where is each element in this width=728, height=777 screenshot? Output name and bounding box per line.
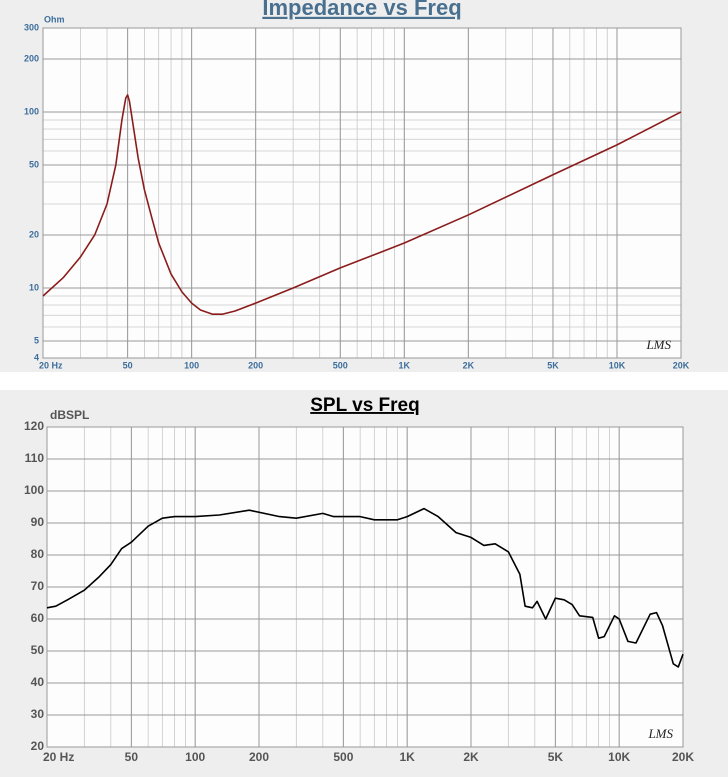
x-tick-label: 2K bbox=[463, 360, 475, 370]
response-line bbox=[42, 94, 682, 315]
x-tick-label: 20 Hz bbox=[43, 750, 74, 764]
y-tick-label: 20 bbox=[29, 229, 39, 239]
x-tick-label: 10K bbox=[608, 750, 630, 764]
x-tick-label: 20K bbox=[672, 750, 694, 764]
x-tick-label: 1K bbox=[399, 360, 411, 370]
y-tick-label: 40 bbox=[31, 675, 45, 689]
x-tick-label: 2K bbox=[463, 750, 479, 764]
x-tick-label: 1K bbox=[400, 750, 416, 764]
x-tick-label: 200 bbox=[249, 750, 269, 764]
y-tick-label: 20 bbox=[31, 739, 45, 753]
y-tick-label: 120 bbox=[24, 419, 44, 433]
response-line bbox=[46, 507, 684, 668]
y-tick-label: 10 bbox=[29, 282, 39, 292]
y-tick-label: 60 bbox=[31, 611, 45, 625]
watermark: LMS bbox=[647, 726, 673, 741]
plot-area bbox=[42, 27, 682, 359]
y-tick-label: 110 bbox=[25, 451, 45, 465]
y-tick-label: 100 bbox=[24, 106, 39, 116]
x-tick-label: 100 bbox=[184, 360, 199, 370]
x-tick-label: 20K bbox=[673, 360, 690, 370]
y-axis-unit: Ohm bbox=[44, 14, 65, 24]
y-tick-label: 100 bbox=[24, 483, 44, 497]
y-tick-label: 50 bbox=[31, 643, 45, 657]
x-tick-label: 5K bbox=[547, 360, 559, 370]
x-tick-label: 50 bbox=[123, 360, 133, 370]
chart-title: SPL vs Freq bbox=[310, 395, 419, 416]
x-tick-label: 50 bbox=[125, 750, 139, 764]
x-tick-label: 100 bbox=[185, 750, 205, 764]
y-tick-label: 80 bbox=[31, 547, 45, 561]
x-tick-label: 200 bbox=[248, 360, 263, 370]
y-axis-unit: dBSPL bbox=[50, 408, 89, 422]
chart-title: Impedance vs Freq bbox=[262, 0, 461, 20]
watermark: LMS bbox=[645, 337, 671, 352]
y-tick-label: 70 bbox=[31, 579, 45, 593]
y-tick-label: 90 bbox=[31, 515, 45, 529]
y-tick-label: 4 bbox=[34, 352, 39, 362]
y-tick-label: 200 bbox=[24, 53, 39, 63]
y-tick-label: 30 bbox=[31, 707, 45, 721]
x-tick-label: 5K bbox=[548, 750, 564, 764]
y-tick-label: 50 bbox=[29, 159, 39, 169]
x-tick-label: 10K bbox=[609, 360, 626, 370]
y-tick-label: 300 bbox=[24, 22, 39, 32]
x-tick-label: 20 Hz bbox=[39, 360, 63, 370]
x-tick-label: 500 bbox=[333, 750, 353, 764]
x-tick-label: 500 bbox=[333, 360, 348, 370]
y-tick-label: 5 bbox=[34, 335, 39, 345]
